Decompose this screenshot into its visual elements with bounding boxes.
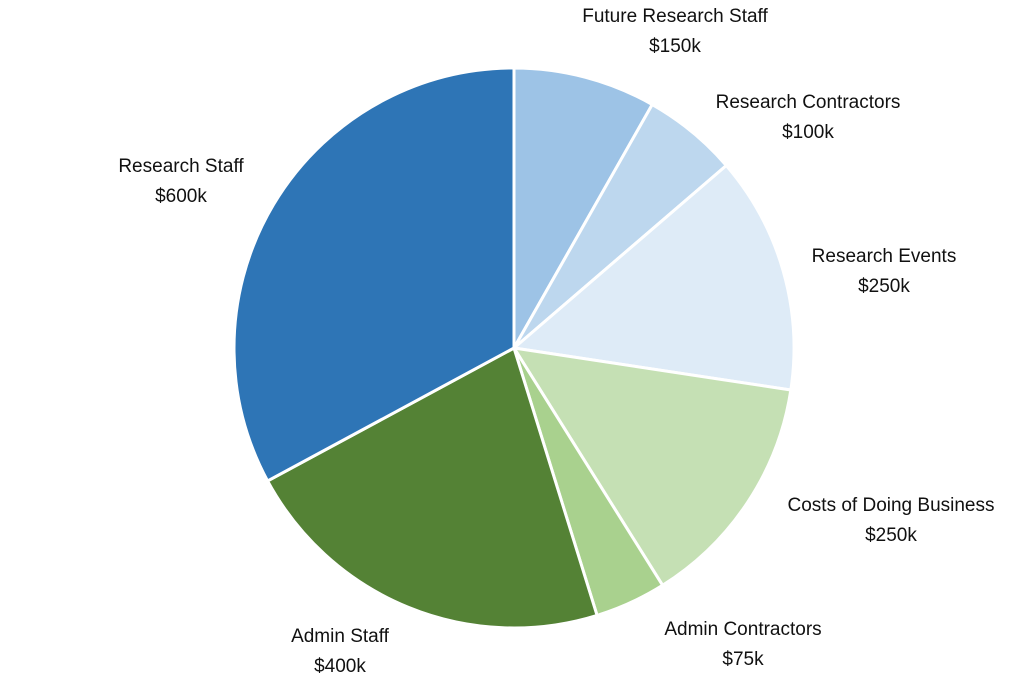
slice-label-value: $250k (865, 525, 917, 546)
slice-label: Research Staff $600k (118, 152, 243, 212)
slice-label-name: Research Events (811, 246, 957, 267)
slice-label: Admin Staff $400k (291, 622, 389, 682)
slice-label: Costs of Doing Business $250k (788, 491, 995, 551)
pie-slice-admin-staff (265, 345, 599, 630)
slice-label-value: $100k (782, 122, 834, 143)
slice-label-name: Research Contractors (715, 92, 901, 113)
slice-label-value: $400k (314, 656, 366, 677)
pie-slice-costs-of-doing-business (510, 346, 793, 588)
pie-slice-research-staff (232, 66, 516, 484)
slice-label-name: Costs of Doing Business (787, 495, 995, 516)
slice-label-value: $75k (722, 649, 764, 670)
slice-label-name: Admin Contractors (664, 619, 822, 640)
slice-label: Admin Contractors $75k (664, 615, 821, 675)
slice-label-name: Research Staff (118, 156, 244, 177)
slice-label: Research Contractors $100k (716, 88, 901, 148)
slice-label: Future Research Staff $150k (582, 2, 768, 62)
slice-label-name: Future Research Staff (582, 6, 768, 27)
pie-slice-research-events (510, 163, 796, 392)
pie-slice-future-research-staff (512, 66, 655, 354)
slice-label-name: Admin Staff (291, 626, 389, 647)
slice-label: Research Events $250k (812, 242, 957, 302)
slice-label-value: $250k (858, 276, 910, 297)
slice-label-value: $600k (155, 186, 207, 207)
slice-label-value: $150k (649, 36, 701, 57)
